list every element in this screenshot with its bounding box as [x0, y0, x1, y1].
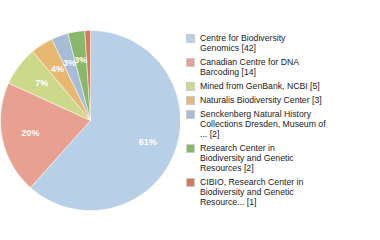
svg-text:3%: 3% — [74, 55, 87, 65]
svg-text:7%: 7% — [35, 78, 48, 88]
html-text:CIBIO, Research Center in Biod: CIBIO, Research Center in Biodiversity a… — [200, 177, 304, 207]
html-text:Senckenberg Natural History Co: Senckenberg Natural History Collections … — [200, 109, 326, 139]
html-text:Research Center in Biodiversit: Research Center in Biodiversity and Gene… — [200, 143, 294, 173]
svg-text:61%: 61% — [139, 137, 157, 147]
svg-text:3%: 3% — [63, 57, 77, 68]
svg-text:20%: 20% — [22, 128, 40, 138]
html-text:Centre for Biodiversity Genomi: Centre for Biodiversity Genomics [42] — [200, 33, 286, 53]
html-text:Mined from GenBank, NCBI [5]: Mined from GenBank, NCBI [5] — [200, 81, 320, 91]
html-text:Naturalis Biodiversity Center: Naturalis Biodiversity Center [3] — [200, 95, 322, 105]
svg-text:4%: 4% — [51, 64, 64, 74]
html-text:Canadian Centre for DNA Barcod: Canadian Centre for DNA Barcoding [14] — [200, 57, 299, 77]
